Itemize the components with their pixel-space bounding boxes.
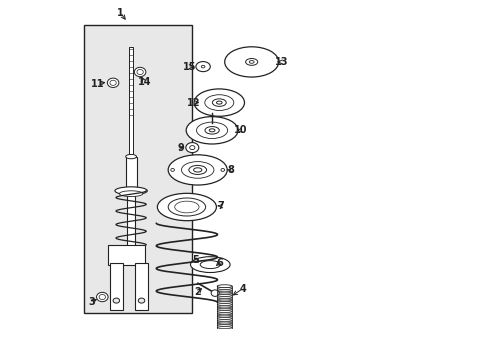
Ellipse shape <box>217 320 232 322</box>
Ellipse shape <box>185 143 199 153</box>
Ellipse shape <box>217 288 232 289</box>
Ellipse shape <box>196 122 227 139</box>
Bar <box>109 263 123 310</box>
Ellipse shape <box>217 303 232 306</box>
Ellipse shape <box>204 95 233 111</box>
Ellipse shape <box>217 313 232 315</box>
Ellipse shape <box>217 311 232 312</box>
Ellipse shape <box>224 47 278 77</box>
Ellipse shape <box>168 198 205 216</box>
Ellipse shape <box>217 327 232 329</box>
Bar <box>134 263 148 310</box>
Ellipse shape <box>221 168 224 171</box>
Ellipse shape <box>209 129 215 132</box>
Ellipse shape <box>115 187 147 195</box>
Ellipse shape <box>125 154 136 159</box>
Text: 4: 4 <box>239 284 245 294</box>
Ellipse shape <box>245 59 257 65</box>
Ellipse shape <box>217 306 232 308</box>
Ellipse shape <box>157 193 216 221</box>
Ellipse shape <box>194 89 244 116</box>
Text: 5: 5 <box>192 255 199 265</box>
Text: 9: 9 <box>177 143 183 153</box>
Ellipse shape <box>96 292 108 302</box>
Ellipse shape <box>190 257 230 273</box>
Text: 6: 6 <box>216 258 222 268</box>
Ellipse shape <box>113 298 120 303</box>
Text: 11: 11 <box>91 78 104 89</box>
Ellipse shape <box>217 294 232 296</box>
Ellipse shape <box>107 78 119 87</box>
Ellipse shape <box>181 162 213 178</box>
Text: 12: 12 <box>187 98 201 108</box>
Ellipse shape <box>217 297 232 299</box>
Text: 8: 8 <box>227 165 234 175</box>
Ellipse shape <box>138 298 144 303</box>
Ellipse shape <box>212 99 226 106</box>
Text: 1: 1 <box>117 8 123 18</box>
Ellipse shape <box>211 290 219 296</box>
Ellipse shape <box>201 66 204 68</box>
Ellipse shape <box>216 101 222 104</box>
Ellipse shape <box>119 191 142 197</box>
Ellipse shape <box>217 290 232 292</box>
Ellipse shape <box>137 69 143 75</box>
Bar <box>127 187 135 248</box>
Ellipse shape <box>189 145 195 150</box>
Ellipse shape <box>217 322 232 324</box>
Ellipse shape <box>168 155 227 185</box>
Text: 2: 2 <box>194 287 201 297</box>
Ellipse shape <box>193 168 202 172</box>
Ellipse shape <box>217 299 232 301</box>
Ellipse shape <box>217 285 232 288</box>
Ellipse shape <box>134 67 145 77</box>
Ellipse shape <box>170 168 174 171</box>
Text: 10: 10 <box>234 125 247 135</box>
Bar <box>107 245 145 265</box>
Ellipse shape <box>196 62 210 72</box>
Text: 7: 7 <box>217 201 224 211</box>
Bar <box>125 157 136 187</box>
Text: 14: 14 <box>138 77 151 87</box>
Ellipse shape <box>217 308 232 310</box>
Ellipse shape <box>217 324 232 326</box>
Ellipse shape <box>217 292 232 294</box>
Text: 13: 13 <box>274 57 287 67</box>
Ellipse shape <box>188 165 206 175</box>
Text: 3: 3 <box>88 297 95 307</box>
Ellipse shape <box>217 301 232 303</box>
Ellipse shape <box>99 294 105 300</box>
Bar <box>129 47 133 162</box>
Bar <box>84 25 192 313</box>
Ellipse shape <box>174 201 199 213</box>
Ellipse shape <box>110 80 116 85</box>
Ellipse shape <box>249 60 254 63</box>
Text: 15: 15 <box>183 62 196 72</box>
Ellipse shape <box>217 315 232 317</box>
Ellipse shape <box>200 261 220 269</box>
Ellipse shape <box>204 127 219 134</box>
Ellipse shape <box>217 318 232 319</box>
Ellipse shape <box>186 117 238 144</box>
